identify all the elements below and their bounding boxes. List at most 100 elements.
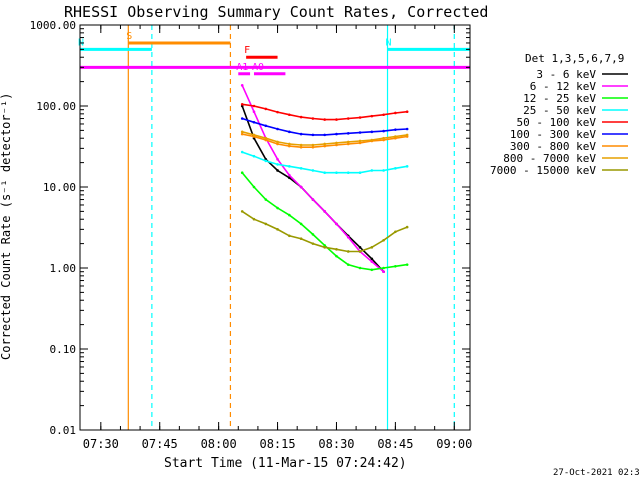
data-point — [405, 225, 409, 229]
data-point — [335, 141, 338, 145]
data-point — [382, 113, 385, 117]
series-line — [241, 151, 408, 174]
data-point — [299, 237, 303, 241]
data-point — [394, 230, 397, 234]
data-point — [276, 127, 279, 131]
data-point — [240, 132, 244, 136]
data-point — [358, 116, 362, 119]
data-point — [240, 84, 244, 87]
data-point — [335, 248, 338, 251]
data-point — [276, 140, 279, 144]
y-tick-label: 100.00 — [36, 100, 76, 113]
series-line — [241, 117, 408, 136]
x-tick-label: 07:45 — [142, 437, 178, 451]
timestamp: 27-Oct-2021 02:31 — [553, 468, 640, 478]
data-point — [335, 222, 338, 226]
series-line — [242, 103, 408, 121]
legend-label: 3 - 6 keV — [536, 68, 596, 81]
data-point — [299, 115, 303, 119]
data-point — [358, 141, 362, 145]
data-point — [264, 107, 268, 111]
data-point — [323, 142, 326, 146]
data-point — [370, 130, 374, 134]
legend-label: 25 - 50 keV — [523, 104, 596, 117]
data-point — [405, 165, 409, 168]
data-point — [276, 142, 279, 146]
data-point — [264, 136, 268, 140]
data-point — [382, 238, 385, 242]
data-point — [252, 104, 256, 108]
legend-label: 7000 - 15000 keV — [490, 164, 596, 177]
data-point — [276, 110, 279, 114]
data-point — [405, 110, 409, 114]
data-point — [276, 169, 279, 172]
data-point — [394, 128, 397, 131]
data-point — [394, 167, 397, 170]
data-point — [252, 217, 256, 221]
data-point — [370, 114, 374, 118]
data-point — [240, 117, 244, 120]
legend-label: 300 - 800 keV — [510, 140, 596, 153]
data-point — [335, 118, 338, 121]
x-tick-label: 09:00 — [436, 437, 472, 451]
data-point — [346, 117, 350, 120]
data-point — [264, 198, 268, 201]
data-point — [335, 254, 338, 258]
data-point — [311, 145, 315, 149]
data-point — [394, 135, 397, 138]
y-tick-label: 1.00 — [50, 262, 77, 275]
legend-title: Det 1,3,5,6,7,9 — [525, 52, 624, 65]
data-point — [405, 127, 409, 131]
y-tick-label: 0.01 — [50, 424, 77, 437]
data-point — [382, 266, 385, 270]
data-point — [382, 136, 385, 140]
data-point — [358, 171, 362, 175]
data-point — [382, 129, 385, 133]
data-point — [346, 235, 350, 239]
data-point — [288, 142, 291, 146]
data-point — [346, 142, 350, 146]
data-point — [382, 169, 385, 172]
data-point — [264, 124, 268, 128]
data-point — [288, 130, 291, 134]
data-point — [335, 132, 338, 136]
data-point — [311, 143, 315, 147]
data-point — [276, 163, 279, 166]
data-point — [288, 165, 291, 168]
data-point — [311, 133, 315, 137]
legend-label: 100 - 300 keV — [510, 128, 596, 141]
data-point — [323, 246, 326, 249]
data-point — [264, 138, 268, 142]
data-point — [299, 145, 303, 149]
x-axis-label: Start Time (11-Mar-15 07:24:42) — [164, 456, 407, 471]
data-point — [288, 176, 291, 180]
data-point — [358, 250, 362, 253]
data-point — [370, 268, 374, 272]
data-point — [323, 171, 326, 175]
data-point — [370, 246, 374, 249]
data-point — [346, 250, 350, 253]
data-point — [370, 260, 374, 263]
data-point — [299, 143, 303, 147]
data-point — [358, 139, 362, 143]
legend-label: 6 - 12 keV — [530, 80, 597, 93]
data-point — [264, 222, 268, 226]
legend-label: 800 - 7000 keV — [503, 152, 596, 165]
chart-title: RHESSI Observing Summary Count Rates, Co… — [64, 3, 488, 21]
data-point — [276, 228, 279, 231]
x-tick-label: 08:00 — [201, 437, 237, 451]
data-point — [240, 210, 244, 213]
data-point — [311, 198, 315, 201]
data-point — [382, 270, 385, 274]
state-bar-label: S — [126, 31, 132, 42]
data-point — [288, 234, 291, 238]
data-point — [252, 154, 256, 158]
plot-frame — [79, 24, 471, 431]
data-point — [264, 159, 268, 163]
y-tick-label: 0.10 — [50, 343, 77, 356]
data-point — [252, 185, 256, 189]
data-point — [405, 263, 409, 266]
data-point — [252, 120, 256, 124]
legend-label: 12 - 25 keV — [523, 92, 596, 105]
